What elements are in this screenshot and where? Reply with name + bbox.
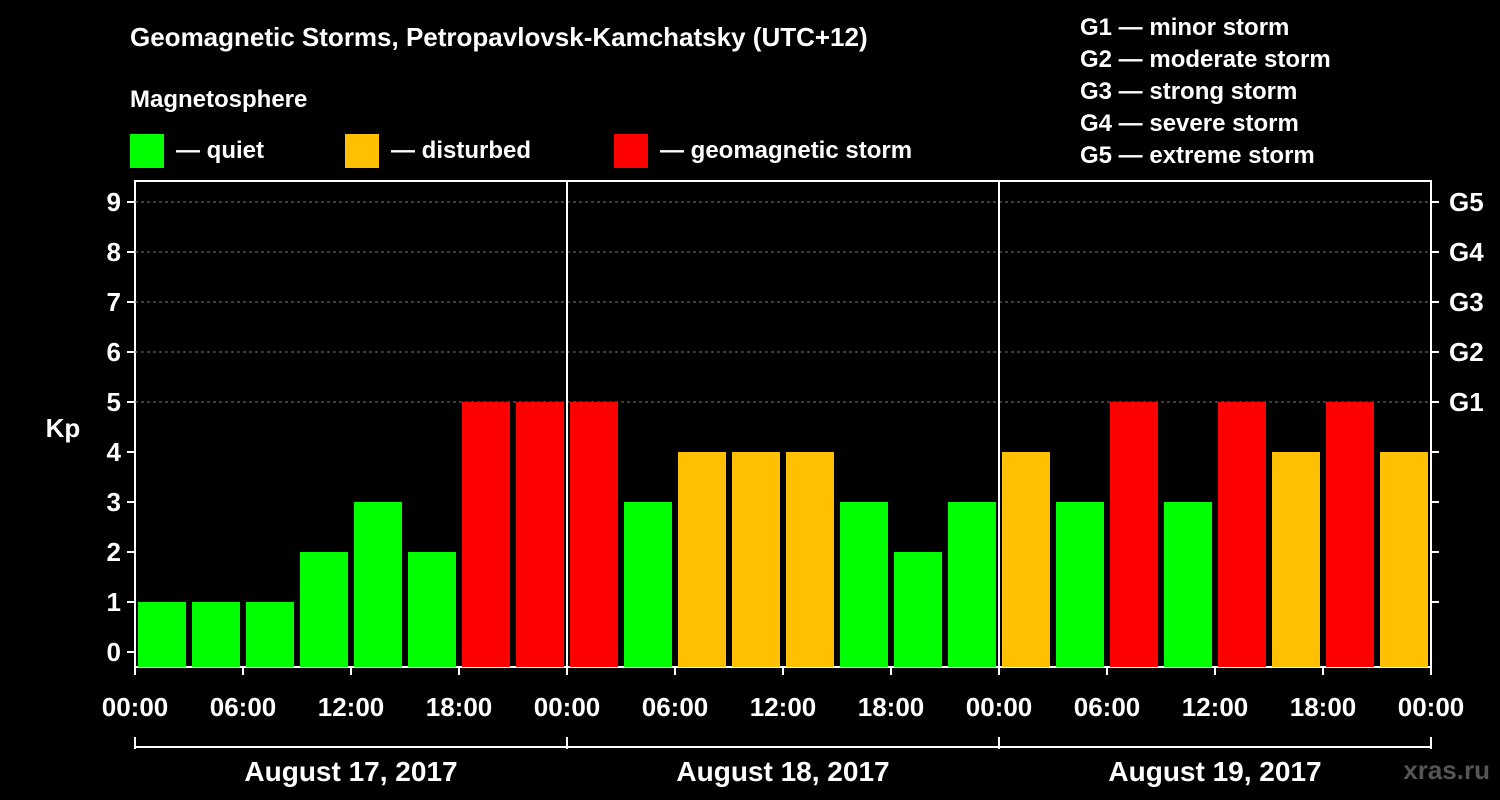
bar-15 [948,502,996,667]
right-axis-label-G3: G3 [1449,287,1484,317]
g-legend-g3: G3 — strong storm [1080,78,1298,105]
bar-11 [732,452,780,667]
bar-8 [570,402,618,667]
xtick-label-3: 18:00 [426,692,493,722]
legend-label-storm: — geomagnetic storm [660,137,913,164]
bar-19 [1164,502,1212,667]
day-label-1: August 18, 2017 [676,756,889,787]
g-legend-g4: G4 — severe storm [1080,110,1299,137]
bar-12 [786,452,834,667]
legend-quiet: — quiet [130,134,264,168]
bar-23 [1380,452,1428,667]
bar-20 [1218,402,1266,667]
ytick-label-2: 2 [107,537,121,567]
bar-3 [300,552,348,667]
g-legend-g2: G2 — moderate storm [1080,46,1331,73]
ytick-label-1: 1 [107,587,121,617]
chart-subtitle: Magnetosphere [130,86,308,113]
legend-label-quiet: — quiet [176,137,264,164]
day-label-0: August 17, 2017 [244,756,457,787]
bar-5 [408,552,456,667]
chart-title: Geomagnetic Storms, Petropavlovsk-Kamcha… [130,22,868,52]
legend-label-disturbed: — disturbed [391,137,532,164]
right-axis-label-G5: G5 [1449,187,1484,217]
right-axis-label-G2: G2 [1449,337,1484,367]
watermark: xras.ru [1403,755,1490,785]
day-label-2: August 19, 2017 [1108,756,1321,787]
right-axis-label-G4: G4 [1449,237,1484,267]
xtick-label-4: 00:00 [534,692,601,722]
bar-17 [1056,502,1104,667]
ytick-label-9: 9 [107,187,121,217]
xtick-label-0: 00:00 [102,692,169,722]
bar-6 [462,402,510,667]
bar-4 [354,502,402,667]
bar-16 [1002,452,1050,667]
xtick-label-7: 18:00 [858,692,925,722]
bar-10 [678,452,726,667]
xtick-label-9: 06:00 [1074,692,1141,722]
xtick-label-12: 00:00 [1398,692,1465,722]
bar-2 [246,602,294,667]
legend-storm: — geomagnetic storm [614,134,912,168]
ytick-label-6: 6 [107,337,121,367]
g-legend-g1: G1 — minor storm [1080,14,1290,41]
legend-swatch-quiet [130,134,164,168]
bar-1 [192,602,240,667]
xtick-label-11: 18:00 [1290,692,1357,722]
ytick-label-0: 0 [107,637,121,667]
xtick-label-5: 06:00 [642,692,709,722]
bar-22 [1326,402,1374,667]
xtick-label-6: 12:00 [750,692,817,722]
g-legend-g5: G5 — extreme storm [1080,142,1315,169]
legend-disturbed: — disturbed [345,134,531,168]
ytick-label-7: 7 [107,287,121,317]
y-axis-title: Kp [46,413,81,443]
bar-18 [1110,402,1158,667]
bar-13 [840,502,888,667]
ytick-label-5: 5 [107,387,121,417]
bar-7 [516,402,564,667]
xtick-label-8: 00:00 [966,692,1033,722]
right-axis-label-G1: G1 [1449,387,1484,417]
bar-9 [624,502,672,667]
bar-21 [1272,452,1320,667]
xtick-label-1: 06:00 [210,692,277,722]
legend-swatch-disturbed [345,134,379,168]
xtick-label-10: 12:00 [1182,692,1249,722]
bar-14 [894,552,942,667]
ytick-label-8: 8 [107,237,121,267]
legend-swatch-storm [614,134,648,168]
ytick-label-3: 3 [107,487,121,517]
bar-0 [138,602,186,667]
ytick-label-4: 4 [107,437,122,467]
xtick-label-2: 12:00 [318,692,385,722]
